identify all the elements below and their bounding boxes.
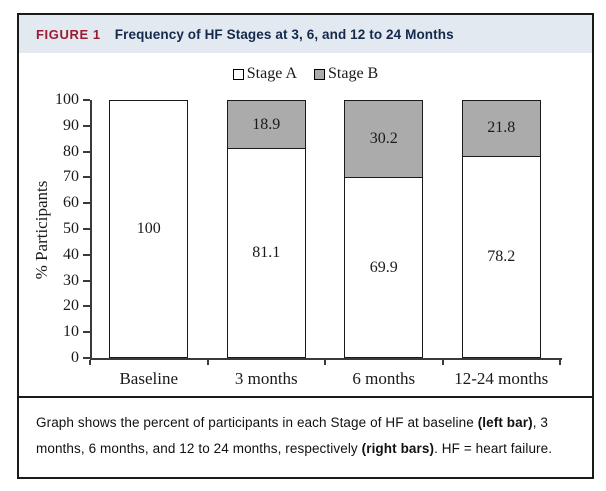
y-tick-mark — [83, 150, 90, 153]
y-tick-mark — [83, 124, 90, 127]
y-tick-mark — [83, 253, 90, 256]
y-tick-label: 60 — [63, 194, 79, 212]
y-tick-mark — [83, 305, 90, 308]
plot-area — [90, 100, 562, 360]
bar-segment-stage-b: 18.9 — [227, 101, 305, 150]
y-tick-mark — [83, 202, 90, 205]
x-tick-mark — [559, 360, 561, 365]
bar-3-months: 18.9 81.1 — [226, 100, 306, 358]
stage-b-swatch-icon — [314, 68, 325, 80]
y-tick-label: 10 — [63, 323, 79, 341]
caption-line: Graph shows the percent of participants … — [36, 410, 575, 436]
y-tick-mark — [83, 228, 90, 230]
figure-caption: Graph shows the percent of participants … — [19, 398, 592, 477]
legend-item-stage-b: Stage B — [314, 65, 378, 83]
x-category-label: 6 months — [352, 369, 416, 388]
bar-segment-stage-b: 30.2 — [345, 100, 423, 179]
caption-line: months, 6 months, and 12 to 24 months, r… — [36, 436, 575, 462]
stage-a-swatch-icon — [232, 68, 244, 80]
y-tick-label: 20 — [63, 297, 79, 315]
y-tick-mark — [83, 99, 90, 101]
caption-bold-text: (left bar) — [477, 415, 533, 430]
y-tick-label: 40 — [63, 245, 79, 263]
stacked-bar-chart: Stage A Stage B % Participants 0 10 20 30 40… — [19, 53, 592, 398]
bar-segment-stage-a: 69.9 — [345, 178, 423, 357]
bar-segment-stage-a: 78.2 — [462, 156, 540, 357]
legend-item-stage-a: Stage A — [232, 65, 297, 83]
y-tick-label: 90 — [63, 116, 79, 134]
bar-6-months: 30.2 69.9 — [344, 99, 424, 358]
x-tick-mark — [206, 360, 209, 365]
figure-number-label: FIGURE 1 — [36, 26, 101, 42]
y-tick-label: 30 — [63, 271, 79, 289]
x-tick-mark — [89, 360, 91, 365]
y-tick-mark — [83, 176, 90, 179]
x-category-label: Baseline — [119, 369, 179, 388]
figure-title: Frequency of HF Stages at 3, 6, and 12 t… — [114, 26, 454, 42]
y-tick-label: 70 — [63, 168, 79, 186]
x-tick-mark — [324, 360, 326, 365]
caption-text: Graph shows the percent of participants … — [36, 415, 478, 430]
bar-segment-stage-a: 100 — [110, 101, 188, 357]
y-tick-mark — [83, 279, 90, 282]
caption-text: . HF = heart failure. — [434, 441, 553, 457]
figure-header: FIGURE 1 Frequency of HF Stages at 3, 6,… — [19, 15, 592, 53]
chart-legend: Stage A Stage B — [19, 65, 592, 83]
figure-box: FIGURE 1 Frequency of HF Stages at 3, 6,… — [17, 13, 594, 479]
y-tick-label: 100 — [55, 91, 79, 108]
bar-segment-stage-b: 21.8 — [462, 101, 540, 157]
x-tick-mark — [441, 360, 444, 365]
bar-baseline: 100 — [109, 100, 189, 358]
y-tick-mark — [83, 357, 90, 359]
bar-12-24-months: 21.8 78.2 — [461, 100, 541, 358]
y-tick-label: 80 — [63, 142, 79, 160]
y-tick-label: 0 — [71, 349, 79, 366]
legend-label-stage-a: Stage A — [246, 65, 297, 82]
y-tick-mark — [83, 331, 90, 334]
x-category-label: 3 months — [234, 369, 298, 388]
caption-text: months, 6 months, and 12 to 24 months, r… — [36, 441, 362, 457]
y-tick-label: 50 — [63, 220, 79, 237]
bar-segment-stage-a: 81.1 — [227, 149, 305, 357]
caption-text: , 3 — [532, 415, 549, 430]
caption-bold-text: (right bars) — [361, 441, 435, 457]
x-category-label: 12-24 months — [454, 369, 549, 388]
legend-label-stage-b: Stage B — [328, 65, 379, 82]
